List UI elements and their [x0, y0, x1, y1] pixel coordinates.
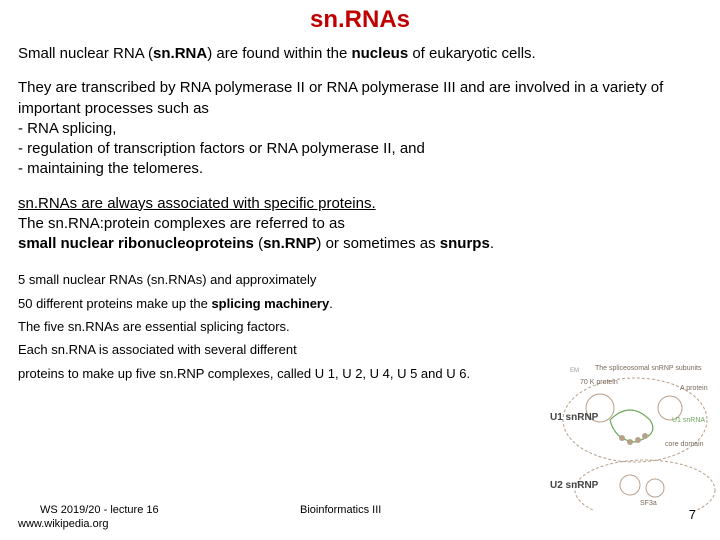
assoc-bold-snrnp: sn.RNP: [263, 235, 316, 252]
processes-paragraph: They are transcribed by RNA polymerase I…: [18, 78, 702, 179]
core-bead-1: [619, 435, 625, 441]
small-line2a: 50 different proteins make up the: [18, 296, 211, 311]
snrnp-diagram: The spliceosomal snRNP subunits 70 K pro…: [540, 360, 720, 510]
small-line5: proteins to make up five sn.RNP complexe…: [18, 362, 578, 385]
intro-post: of eukaryotic cells.: [408, 45, 536, 62]
footer-page-number: 7: [689, 507, 696, 522]
label-a-protein: A protein: [680, 385, 708, 392]
footer-source: www.wikipedia.org: [18, 518, 108, 530]
label-u1-snrnp: U1 snRNP: [550, 412, 599, 423]
u2-blob-2: [646, 479, 664, 497]
core-bead-4: [642, 433, 648, 439]
assoc-l3b: (: [254, 235, 263, 252]
label-u1-rna: U1 snRNA: [672, 417, 705, 424]
intro-paragraph: Small nuclear RNA (sn.RNA) are found wit…: [18, 44, 702, 64]
process-item-1: - RNA splicing,: [18, 119, 702, 139]
transcribed-line: They are transcribed by RNA polymerase I…: [18, 78, 702, 119]
intro-pre: Small nuclear RNA (: [18, 45, 153, 62]
label-u2-snrnp: U2 snRNP: [550, 480, 599, 491]
u2-blob-1: [620, 475, 640, 495]
small-line1: 5 small nuclear RNAs (sn.RNAs) and appro…: [18, 268, 578, 291]
footer-course: Bioinformatics III: [300, 504, 381, 516]
footer-lecture: WS 2019/20 - lecture 16: [40, 504, 159, 516]
small-line3: The five sn.RNAs are essential splicing …: [18, 315, 578, 338]
intro-bold-nucleus: nucleus: [351, 45, 408, 62]
assoc-l3d: ) or sometimes as: [316, 235, 439, 252]
assoc-underline: sn.RNAs are always associated with speci…: [18, 195, 376, 212]
small-line4: Each sn.RNA is associated with several d…: [18, 338, 578, 361]
core-bead-3: [635, 437, 641, 443]
diagram-caption: The spliceosomal snRNP subunits: [595, 365, 702, 372]
association-paragraph: sn.RNAs are always associated with speci…: [18, 194, 702, 255]
assoc-l3f: .: [490, 235, 494, 252]
assoc-bold-snurps: snurps: [440, 235, 490, 252]
core-bead-2: [627, 439, 633, 445]
slide-title: sn.RNAs: [0, 0, 720, 44]
slide-body: Small nuclear RNA (sn.RNA) are found wit…: [0, 44, 720, 385]
small-text-block: 5 small nuclear RNAs (sn.RNAs) and appro…: [18, 268, 578, 385]
intro-bold-snrna: sn.RNA: [153, 45, 207, 62]
label-70k: 70 K protein: [580, 379, 618, 386]
assoc-bold-snrnp-long: small nuclear ribonucleoproteins: [18, 235, 254, 252]
process-item-3: - maintaining the telomeres.: [18, 159, 702, 179]
process-item-2: - regulation of transcription factors or…: [18, 139, 702, 159]
em-label: EM: [570, 368, 579, 374]
label-sf3a: SF3a: [640, 500, 657, 507]
intro-mid: ) are found within the: [207, 45, 351, 62]
small-line2c: .: [329, 296, 333, 311]
small-bold-splicing: splicing machinery: [211, 296, 329, 311]
label-core: core domain: [665, 441, 704, 448]
assoc-line2: The sn.RNA:protein complexes are referre…: [18, 214, 702, 234]
